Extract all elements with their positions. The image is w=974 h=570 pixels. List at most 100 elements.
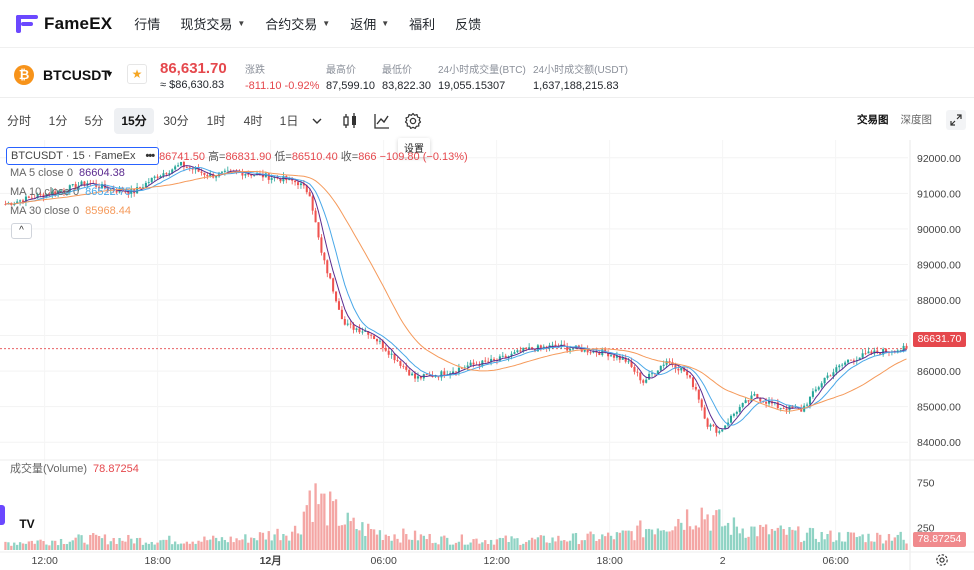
candle-body xyxy=(513,352,516,354)
candle-body xyxy=(659,365,662,371)
candle-body xyxy=(700,399,703,408)
candle-body xyxy=(715,425,718,433)
candle-body xyxy=(528,347,531,349)
nav-item[interactable]: 返佣 ▼ xyxy=(350,14,389,33)
candle-body xyxy=(203,172,206,175)
candle-body xyxy=(136,187,139,194)
candle-body xyxy=(21,200,25,203)
ma10-value: 86522.75 xyxy=(85,186,131,198)
timeframe-5m[interactable]: 5分 xyxy=(84,114,104,128)
logo[interactable]: FameEX xyxy=(16,14,112,34)
gear-icon[interactable] xyxy=(934,552,950,568)
candle-body xyxy=(370,334,373,336)
volume-bar xyxy=(861,534,864,550)
gear-icon[interactable] xyxy=(403,111,423,131)
volume-bar xyxy=(24,543,28,550)
candlestick-type-icon[interactable] xyxy=(340,111,360,131)
volume-bar xyxy=(510,536,513,550)
timeframe-realtime[interactable]: 分时 xyxy=(6,114,31,128)
collapse-legend-button[interactable]: ^ xyxy=(11,223,32,239)
candle-body xyxy=(569,348,572,351)
volume-label: 成交量(Volume) xyxy=(10,463,88,475)
volume-bar xyxy=(258,532,262,550)
volume-bar xyxy=(700,507,703,550)
volume-bar xyxy=(659,530,662,550)
volume-bar xyxy=(212,535,215,550)
volume-bar xyxy=(390,540,393,550)
volume-bar xyxy=(513,538,516,550)
volume-tick-label: 750 xyxy=(917,478,935,490)
volume-bar xyxy=(726,522,730,550)
volume-bar xyxy=(870,541,873,550)
candle-body xyxy=(554,344,557,347)
candle-body xyxy=(806,404,809,406)
volume-bar xyxy=(723,525,727,550)
timeframe-1m[interactable]: 1分 xyxy=(48,114,68,128)
timeframe-1h[interactable]: 1时 xyxy=(206,114,226,128)
candle-body xyxy=(858,357,861,361)
candle-body xyxy=(478,364,481,367)
current-price-tag: 86631.70 xyxy=(913,332,966,347)
volume-bar xyxy=(147,543,150,550)
volume-bar xyxy=(364,535,367,550)
candle-body xyxy=(352,324,355,330)
candle-body xyxy=(847,359,850,363)
symbol-legend[interactable]: BTCUSDT · 15 · FameEx ••• xyxy=(6,147,160,165)
expand-icon[interactable] xyxy=(946,109,966,130)
tradingview-logo[interactable]: TV xyxy=(14,514,40,534)
volume-bar xyxy=(118,538,121,550)
candle-body xyxy=(250,174,253,176)
symbol-selector[interactable]: BTCUSDT xyxy=(43,67,110,83)
tab-trading-chart[interactable]: 交易图 xyxy=(857,114,889,126)
side-panel-tab[interactable] xyxy=(0,505,5,525)
tab-depth-chart[interactable]: 深度图 xyxy=(900,114,933,126)
timeframe-30m[interactable]: 30分 xyxy=(163,114,189,128)
candle-body xyxy=(188,167,191,169)
candle-body xyxy=(615,355,618,358)
chevron-down-icon[interactable] xyxy=(307,111,327,131)
candle-body xyxy=(612,355,616,358)
volume-bar xyxy=(858,536,861,550)
nav-item[interactable]: 反馈 xyxy=(455,14,481,33)
volume-bar xyxy=(68,541,71,550)
volume-bar xyxy=(138,537,142,550)
more-icon[interactable]: ••• xyxy=(145,150,156,162)
volume-bar xyxy=(229,536,232,550)
volume-bar xyxy=(548,542,551,550)
volume-bar xyxy=(405,534,408,550)
volume-bar xyxy=(232,542,235,550)
candle-body xyxy=(636,371,639,373)
candle-body xyxy=(174,166,177,170)
candle-body xyxy=(452,371,455,374)
candle-body xyxy=(870,351,873,354)
candle-body xyxy=(220,171,223,173)
nav-item[interactable]: 现货交易 ▼ xyxy=(180,14,245,33)
nav-item[interactable]: 合约交易 ▼ xyxy=(265,14,330,33)
timeframe-15m[interactable]: 15分 xyxy=(114,108,154,134)
star-icon[interactable]: ★ xyxy=(127,64,147,84)
volume-bar xyxy=(135,538,139,550)
candle-body xyxy=(490,358,493,363)
price-chart[interactable]: 92000.00 91000.00 90000.00 89000.00 88000.00… xyxy=(0,140,974,570)
volume-bar xyxy=(276,528,279,550)
candle-body xyxy=(849,359,852,361)
nav-item-label: 返佣 xyxy=(350,17,377,32)
volume-bar xyxy=(873,541,876,550)
timeframe-4h[interactable]: 4时 xyxy=(243,114,263,128)
candle-body xyxy=(668,361,671,363)
candle-body xyxy=(42,194,45,198)
candle-body xyxy=(375,339,379,342)
nav-item[interactable]: 福利 xyxy=(409,14,435,33)
chevron-down-icon[interactable]: ▼ xyxy=(105,69,114,79)
volume-bar xyxy=(703,519,706,550)
volume-bar xyxy=(402,528,405,550)
volume-bar xyxy=(533,539,537,550)
stat-value: 1,637,188,215.83 xyxy=(533,80,619,92)
volume-bar xyxy=(574,532,578,550)
candle-body xyxy=(571,348,575,350)
volume-bar xyxy=(849,532,853,550)
indicators-icon[interactable] xyxy=(372,111,392,131)
timeframe-1d[interactable]: 1日 xyxy=(279,114,299,128)
nav-item[interactable]: 行情 xyxy=(134,14,160,33)
ma30-value: 85968.44 xyxy=(85,205,131,217)
